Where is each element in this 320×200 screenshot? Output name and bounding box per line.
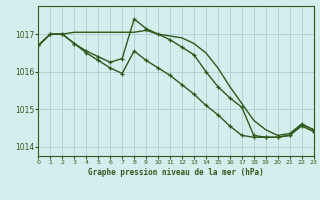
X-axis label: Graphe pression niveau de la mer (hPa): Graphe pression niveau de la mer (hPa) <box>88 168 264 177</box>
